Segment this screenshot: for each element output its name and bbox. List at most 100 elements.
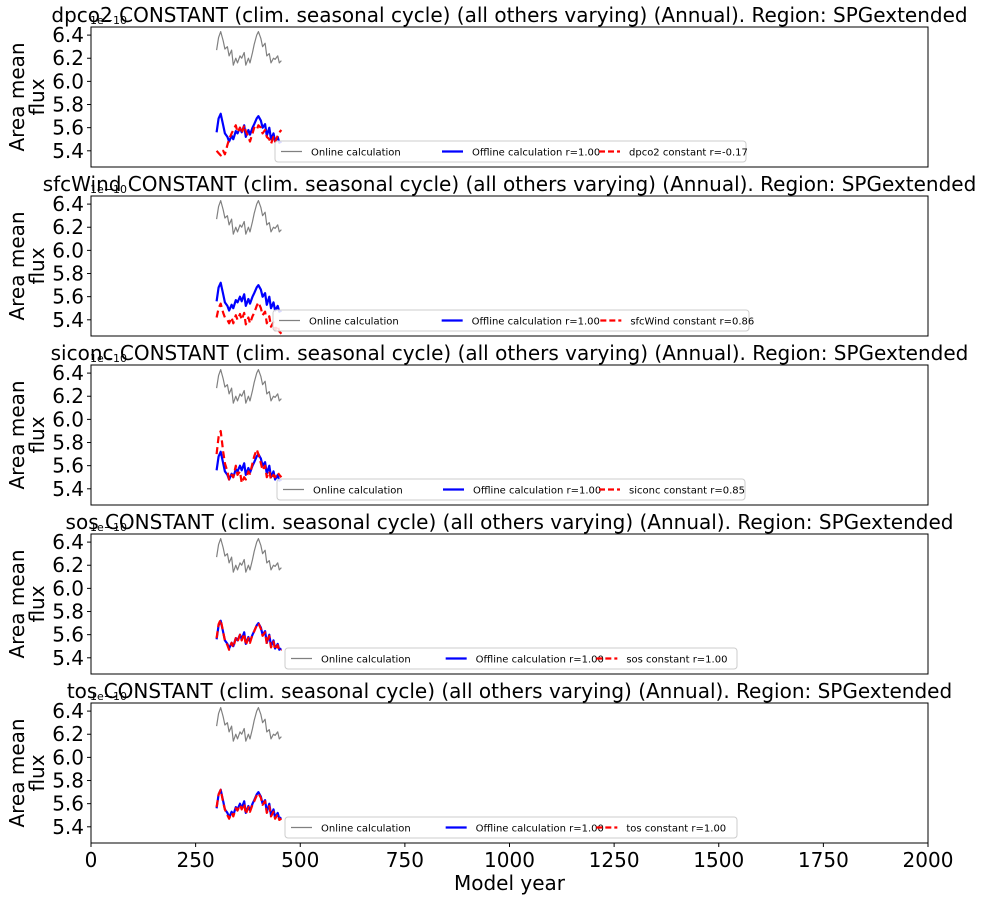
- y-axis-label-line: flux: [25, 416, 49, 453]
- y-tick-label: 6.0: [52, 576, 84, 600]
- series-line-3: [215, 124, 283, 157]
- legend: Online calculation Offline calculation r=…: [284, 816, 738, 839]
- legend-box: [284, 816, 738, 839]
- y-tick-label: 6.4: [52, 530, 84, 554]
- axes-frame: [90, 26, 929, 168]
- series-line-1: [216, 707, 282, 742]
- x-axis-label: Model year: [454, 871, 566, 895]
- subplot-title: dpco2 CONSTANT (clim. seasonal cycle) (a…: [51, 3, 967, 27]
- legend-label-1: Online calculation: [321, 655, 411, 666]
- legend-box: [274, 140, 747, 163]
- legend: Online calculation Offline calculation r=…: [274, 140, 748, 163]
- y-tick-label: 5.4: [52, 815, 84, 839]
- subplot-title: tos CONSTANT (clim. seasonal cycle) (all…: [67, 679, 952, 703]
- series-line-1: [216, 369, 282, 404]
- y-axis-label: Area meanflux: [5, 42, 49, 151]
- series-line-3: [215, 429, 283, 485]
- y-axis-label: Area meanflux: [5, 549, 49, 658]
- series-line-3: [215, 618, 282, 652]
- y-axis-label-line: flux: [25, 78, 49, 115]
- subplot-5: tos CONSTANT (clim. seasonal cycle) (all…: [5, 679, 953, 895]
- offset-text: 1e−10: [90, 690, 127, 703]
- x-tick-label: 1500: [693, 848, 744, 872]
- y-tick-label: 6.2: [52, 46, 84, 70]
- legend-label-1: Online calculation: [321, 824, 411, 835]
- offset-text: 1e−10: [90, 521, 127, 534]
- y-tick-label: 6.4: [52, 23, 84, 47]
- subplot-title: sfcWind CONSTANT (clim. seasonal cycle) …: [43, 172, 977, 196]
- y-axis-label: Area meanflux: [5, 211, 49, 320]
- x-tick-label: 2000: [903, 848, 954, 872]
- series-line-1: [216, 538, 282, 573]
- axes-frame: [90, 195, 929, 337]
- legend-label-2: Offline calculation r=1.00: [476, 655, 604, 666]
- y-axis-label-line: Area mean: [5, 718, 29, 827]
- series-line-2: [215, 112, 282, 144]
- series-line-3: [215, 788, 282, 821]
- legend-label-3: siconc constant r=0.85: [629, 486, 745, 497]
- y-axis-label: Area meanflux: [5, 718, 49, 827]
- subplot-3: siconc CONSTANT (clim. seasonal cycle) (…: [5, 341, 969, 506]
- legend: Online calculation Offline calculation r=…: [276, 478, 746, 501]
- y-tick-label: 6.2: [52, 722, 84, 746]
- offset-text: 1e−10: [90, 183, 127, 196]
- y-axis-label-line: Area mean: [5, 380, 29, 489]
- offset-text: 1e−10: [90, 352, 127, 365]
- subplot-4: sos CONSTANT (clim. seasonal cycle) (all…: [5, 510, 954, 675]
- series-line-1: [216, 200, 282, 235]
- subplot-title: siconc CONSTANT (clim. seasonal cycle) (…: [51, 341, 969, 365]
- y-tick-label: 5.6: [52, 285, 84, 309]
- y-tick-label: 5.4: [52, 308, 84, 332]
- y-tick-label: 5.8: [52, 769, 84, 793]
- y-tick-label: 5.6: [52, 623, 84, 647]
- y-axis-label-line: Area mean: [5, 211, 29, 320]
- legend-label-2: Offline calculation r=1.00: [472, 148, 600, 159]
- subplot-1: dpco2 CONSTANT (clim. seasonal cycle) (a…: [5, 3, 968, 168]
- y-tick-label: 6.0: [52, 238, 84, 262]
- subplot-2: sfcWind CONSTANT (clim. seasonal cycle) …: [5, 172, 977, 337]
- y-tick-label: 5.4: [52, 477, 84, 501]
- y-axis-label-line: Area mean: [5, 42, 29, 151]
- y-axis-label-line: flux: [25, 585, 49, 622]
- y-tick-label: 6.0: [52, 745, 84, 769]
- legend: Online calculation Offline calculation r=…: [284, 647, 738, 670]
- series-line-2: [215, 788, 282, 820]
- y-axis-label-line: flux: [25, 247, 49, 284]
- y-tick-label: 5.8: [52, 600, 84, 624]
- y-axis-label-line: flux: [25, 754, 49, 791]
- y-tick-label: 5.8: [52, 262, 84, 286]
- y-tick-label: 5.8: [52, 93, 84, 117]
- y-tick-label: 5.6: [52, 454, 84, 478]
- series-line-2: [215, 281, 282, 313]
- y-tick-label: 6.2: [52, 553, 84, 577]
- y-axis-label: Area meanflux: [5, 380, 49, 489]
- legend-label-1: Online calculation: [311, 148, 401, 159]
- x-tick-label: 1750: [798, 848, 849, 872]
- y-tick-label: 5.4: [52, 646, 84, 670]
- y-tick-label: 5.8: [52, 431, 84, 455]
- y-tick-label: 6.4: [52, 699, 84, 723]
- legend-label-3: sfcWind constant r=0.86: [630, 317, 754, 328]
- legend-label-1: Online calculation: [313, 486, 403, 497]
- y-tick-label: 6.2: [52, 215, 84, 239]
- subplot-title: sos CONSTANT (clim. seasonal cycle) (all…: [66, 510, 954, 534]
- legend: Online calculation Offline calculation r=…: [272, 309, 754, 332]
- y-tick-label: 5.4: [52, 139, 84, 163]
- axes-frame: [90, 364, 929, 506]
- y-tick-label: 6.0: [52, 69, 84, 93]
- x-tick-label: 750: [386, 848, 424, 872]
- axes-frame: [90, 533, 929, 675]
- series-line-1: [216, 31, 282, 66]
- legend-label-3: tos constant r=1.00: [626, 824, 726, 835]
- x-tick-label: 1250: [589, 848, 640, 872]
- series-line-3: [215, 301, 283, 335]
- legend-label-2: Offline calculation r=1.00: [472, 317, 600, 328]
- y-tick-label: 5.6: [52, 792, 84, 816]
- x-tick-label: 1000: [484, 848, 535, 872]
- offset-text: 1e−10: [90, 14, 127, 27]
- y-tick-label: 6.4: [52, 361, 84, 385]
- legend-label-3: sos constant r=1.00: [626, 655, 727, 666]
- legend-box: [272, 309, 750, 332]
- x-tick-label: 250: [177, 848, 215, 872]
